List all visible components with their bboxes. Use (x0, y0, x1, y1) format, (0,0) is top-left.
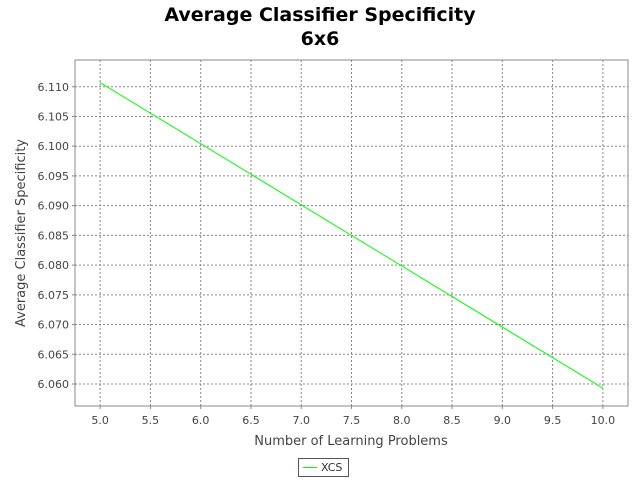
chart-subtitle: 6x6 (300, 28, 340, 50)
y-tick-label: 6.080 (38, 259, 70, 272)
y-tick-label: 6.065 (38, 348, 70, 361)
legend-label-xcs: XCS (321, 461, 343, 474)
data-point (99, 82, 101, 84)
legend: XCS (298, 458, 350, 477)
y-axis: 6.060 6.065 6.070 6.075 6.080 6.085 6.090 6.095… (38, 81, 75, 391)
y-tick-label: 6.085 (38, 229, 70, 242)
legend-swatch-xcs (303, 467, 317, 468)
x-tick-label: 10.0 (591, 414, 616, 427)
x-tick-label: 8.0 (393, 414, 411, 427)
y-axis-label: Average Classifier Specificity (14, 139, 29, 327)
x-axis-label: Number of Learning Problems (254, 434, 448, 449)
y-tick-label: 6.105 (38, 110, 70, 123)
series-layer (99, 82, 604, 389)
x-tick-label: 8.5 (443, 414, 461, 427)
y-tick-label: 6.075 (38, 289, 70, 302)
x-tick-label: 6.5 (242, 414, 260, 427)
chart-title: Average Classifier Specificity (164, 4, 476, 26)
grid-lines (75, 60, 628, 406)
x-tick-label: 9.5 (544, 414, 562, 427)
x-tick-label: 9.0 (494, 414, 512, 427)
data-point (602, 387, 604, 389)
x-tick-label: 7.0 (292, 414, 310, 427)
y-tick-label: 6.095 (38, 170, 70, 183)
series-line-xcs (99, 82, 604, 389)
y-tick-label: 6.100 (38, 140, 70, 153)
y-tick-label: 6.060 (38, 378, 70, 391)
y-tick-label: 6.090 (38, 200, 70, 213)
x-tick-label: 7.5 (343, 414, 361, 427)
y-tick-label: 6.110 (38, 81, 70, 94)
y-tick-label: 6.070 (38, 319, 70, 332)
x-tick-label: 5.5 (142, 414, 160, 427)
x-tick-label: 6.0 (192, 414, 210, 427)
x-tick-label: 5.0 (91, 414, 109, 427)
x-axis: 5.0 5.5 6.0 6.5 7.0 7.5 8.0 8.5 9.0 9.5 10.0 (91, 406, 615, 427)
